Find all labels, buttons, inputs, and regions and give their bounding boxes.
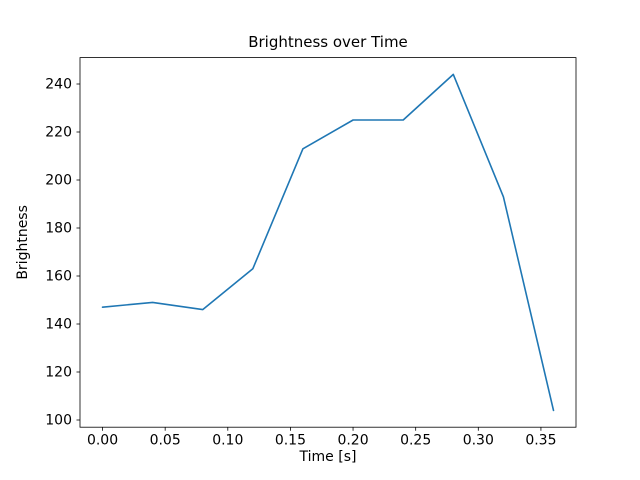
- x-tick-label: 0.20: [337, 433, 368, 449]
- x-tick-label: 0.05: [150, 433, 181, 449]
- x-tick-label: 0.25: [400, 433, 431, 449]
- chart-title: Brightness over Time: [248, 33, 408, 51]
- axes-face: [80, 57, 576, 428]
- x-tick-label: 0.35: [525, 433, 556, 449]
- x-tick-label: 0.15: [275, 433, 306, 449]
- axes-frame: [79, 57, 577, 428]
- x-tick-label: 0.30: [463, 433, 494, 449]
- y-tick-label: 120: [45, 365, 72, 381]
- y-tick-label: 180: [45, 221, 72, 237]
- y-tick-label: 220: [45, 125, 72, 141]
- x-tick-label: 0.10: [212, 433, 243, 449]
- brightness-line: [101, 73, 555, 412]
- x-axis-label: Time [s]: [299, 449, 357, 465]
- x-tick-label: 0.00: [87, 433, 118, 449]
- y-tick-label: 200: [45, 173, 72, 189]
- y-tick-label: 100: [45, 413, 72, 429]
- y-axis-label: Brightness: [15, 205, 31, 280]
- y-tick-label: 160: [45, 269, 72, 285]
- y-tick-label: 140: [45, 317, 72, 333]
- y-tick-label: 240: [45, 77, 72, 93]
